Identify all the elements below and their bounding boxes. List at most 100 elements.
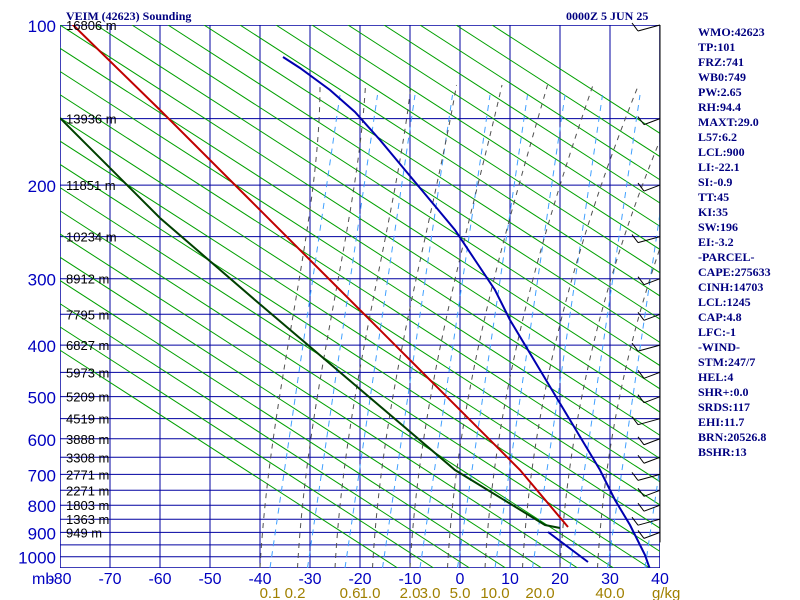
wind-barb: [643, 489, 661, 497]
sounding-index-item: CINH:14703: [698, 280, 764, 294]
dry-adiabat-line: [60, 163, 660, 553]
sounding-index-item: SRDS:117: [698, 400, 751, 414]
height-label: 7795 m: [66, 307, 109, 322]
temperature-tick-label: -70: [98, 571, 121, 588]
dry-adiabat-line: [311, 25, 660, 251]
wind-barb: [643, 456, 661, 464]
dry-adiabat-line: [60, 25, 660, 413]
sounding-index-item: FRZ:741: [698, 55, 744, 69]
wind-barb: [637, 518, 661, 526]
mixing-ratio-line: [607, 209, 660, 568]
time-label: 0000Z 5 JUN 25: [566, 9, 649, 23]
height-label: 5209 m: [66, 390, 109, 405]
moist-adiabat-curve: [259, 84, 321, 568]
chart-title: VEIM (42623) Sounding: [66, 9, 192, 23]
dry-adiabat-line: [60, 117, 660, 506]
temperature-tick-label: -20: [348, 571, 371, 588]
wind-barb: [643, 438, 661, 446]
mixing-ratio-line: [419, 94, 491, 568]
dry-adiabat-line: [491, 25, 660, 134]
height-label: 5973 m: [66, 365, 109, 380]
pressure-tick-label: 1000: [18, 549, 56, 568]
pressure-tick-label: 100: [28, 17, 56, 36]
wind-barb-flag: [631, 234, 639, 243]
sounding-index-item: KI:35: [698, 205, 728, 219]
sounding-index-item: LCL:1245: [698, 295, 751, 309]
wind-barb-flag: [637, 530, 645, 539]
height-label: 6827 m: [66, 338, 109, 353]
wind-barb: [643, 396, 661, 404]
mixing-ratio-line: [382, 94, 453, 568]
wind-barb-flag: [637, 502, 645, 512]
wind-barb-flag: [631, 22, 639, 32]
dry-adiabat-line: [275, 25, 660, 274]
mixing-ratio-unit-label: g/kg: [652, 585, 680, 600]
mixing-ratio-label: 2.0: [400, 585, 421, 600]
pressure-tick-label: 600: [28, 431, 56, 450]
temperature-tick-label: 40: [651, 571, 669, 588]
dry-adiabat-line: [419, 25, 660, 181]
wind-barb-flag: [637, 394, 645, 403]
wind-barb-flag: [637, 182, 645, 192]
sounding-index-item: EHI:11.7: [698, 415, 745, 429]
wind-barb: [637, 473, 661, 481]
dry-adiabat-line: [60, 140, 660, 529]
pressure-tick-label: 400: [28, 337, 56, 356]
sounding-index-item: -WIND-: [698, 340, 740, 354]
temperature-tick-label: -50: [198, 571, 221, 588]
dry-adiabat-line: [60, 186, 650, 568]
dry-adiabat-line: [95, 25, 660, 390]
sounding-index-item: -PARCEL-: [698, 250, 755, 264]
height-label: 10234 m: [66, 230, 117, 245]
moist-adiabat-curve: [447, 84, 548, 568]
dry-adiabat-line: [347, 25, 660, 227]
moist-adiabat-curve: [597, 246, 660, 568]
sounding-index-item: LFC:-1: [698, 325, 736, 339]
dry-adiabat-line: [60, 349, 398, 568]
profile-layer: [60, 25, 651, 568]
wind-barb-flag: [631, 472, 639, 481]
moist-adiabat-curve: [484, 84, 594, 568]
wind-barb: [643, 371, 661, 379]
dry-adiabat-line: [203, 25, 660, 320]
sounding-indices-list: WMO:42623 TP:101 FRZ:741 WB0:749 PW:2.65 RH:9…: [698, 25, 771, 460]
pressure-tick-label: 200: [28, 177, 56, 196]
height-label: 1803 m: [66, 498, 109, 513]
mixing-ratio-label: 5.0: [450, 585, 471, 600]
dry-adiabat-line: [60, 256, 542, 568]
mixing-ratio-line: [532, 94, 603, 568]
dry-adiabat-line: [60, 279, 506, 568]
mixing-ratio-line: [269, 94, 341, 568]
wind-barb: [643, 504, 661, 512]
height-label: 13936 m: [66, 112, 117, 127]
wind-barb-flag: [637, 116, 645, 125]
mixing-ratio-label: 3.0: [420, 585, 441, 600]
sounding-index-item: TT:45: [698, 190, 730, 204]
height-label: 3308 m: [66, 450, 109, 465]
isopleth-layer: [60, 25, 660, 568]
wind-barb-flag: [631, 416, 639, 425]
wind-barb: [643, 184, 661, 192]
moist-adiabat-curve: [409, 84, 503, 568]
mixing-ratio-line: [644, 463, 660, 568]
mixing-ratio-label: 40.0: [595, 585, 624, 600]
wind-barb: [643, 531, 661, 539]
height-label: 11851 m: [66, 178, 116, 193]
moist-adiabat-curve: [559, 138, 660, 568]
moist-adiabat-curve: [372, 84, 457, 568]
mixing-ratio-line: [569, 94, 641, 568]
wind-barb-flag: [631, 342, 639, 352]
wind-barb-flag: [637, 311, 645, 321]
sounding-index-item: L57:6.2: [698, 130, 737, 144]
temperature-tick-label: -10: [398, 571, 421, 588]
temperature-tick-label: -60: [148, 571, 171, 588]
temperature-tick-label: -40: [248, 571, 271, 588]
height-label: 4519 m: [66, 412, 109, 427]
sounding-index-item: WB0:749: [698, 70, 746, 84]
temperature-tick-label: 20: [551, 571, 569, 588]
mixing-ratio-label: 0.6: [340, 585, 361, 600]
mixing-ratio-line: [494, 94, 566, 568]
dewpoint-profile-line: [60, 117, 561, 529]
